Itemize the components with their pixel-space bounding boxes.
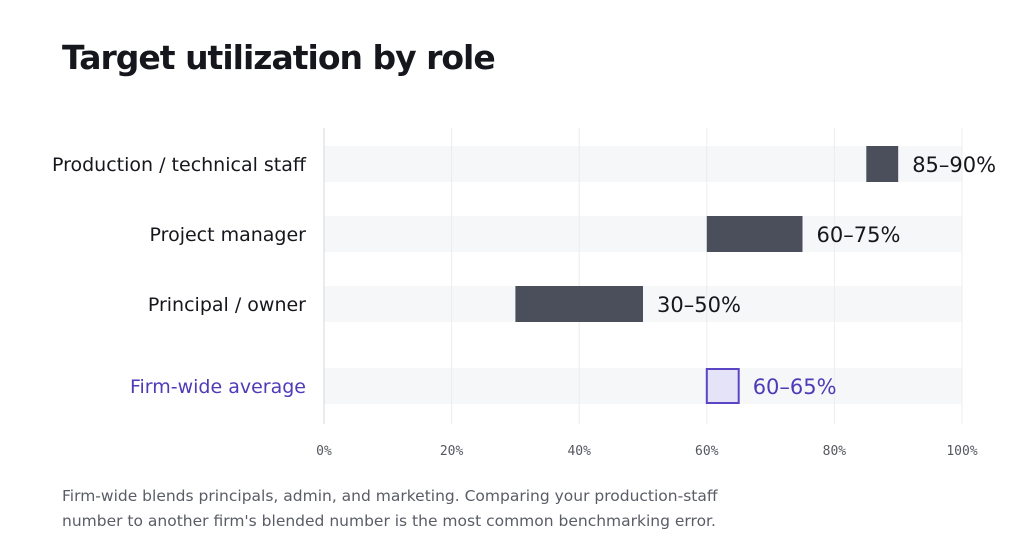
value-label: 60–75% xyxy=(817,223,901,247)
x-tick-label: 0% xyxy=(316,444,332,459)
x-tick-label: 60% xyxy=(695,444,719,459)
category-labels: Production / technical staff Project mana… xyxy=(52,154,307,398)
value-label: 60–65% xyxy=(753,375,837,399)
value-labels: 85–90% 60–75% 30–50% 60–65% xyxy=(657,153,996,399)
category-label: Project manager xyxy=(150,224,307,246)
x-axis-ticks: 0% 20% 40% 60% 80% 100% xyxy=(316,444,978,459)
range-bar xyxy=(706,216,803,252)
category-label: Firm-wide average xyxy=(130,376,306,398)
gridlines xyxy=(323,128,963,424)
range-bar-highlight xyxy=(705,368,740,404)
row-band xyxy=(324,368,962,404)
category-label: Principal / owner xyxy=(148,294,306,316)
row-band xyxy=(324,216,962,252)
range-bar xyxy=(866,146,899,182)
value-label: 30–50% xyxy=(657,293,741,317)
x-tick-label: 20% xyxy=(440,444,464,459)
row-band xyxy=(324,146,962,182)
chart-title: Target utilization by role xyxy=(62,38,496,77)
range-bar xyxy=(515,286,643,322)
range-bars xyxy=(515,146,899,404)
category-label: Production / technical staff xyxy=(52,154,307,176)
x-tick-label: 40% xyxy=(567,444,591,459)
value-label: 85–90% xyxy=(912,153,996,177)
x-tick-label: 80% xyxy=(823,444,847,459)
row-bands xyxy=(324,146,962,404)
x-tick-label: 100% xyxy=(946,444,977,459)
chart-caption: Firm-wide blends principals, admin, and … xyxy=(62,487,718,530)
